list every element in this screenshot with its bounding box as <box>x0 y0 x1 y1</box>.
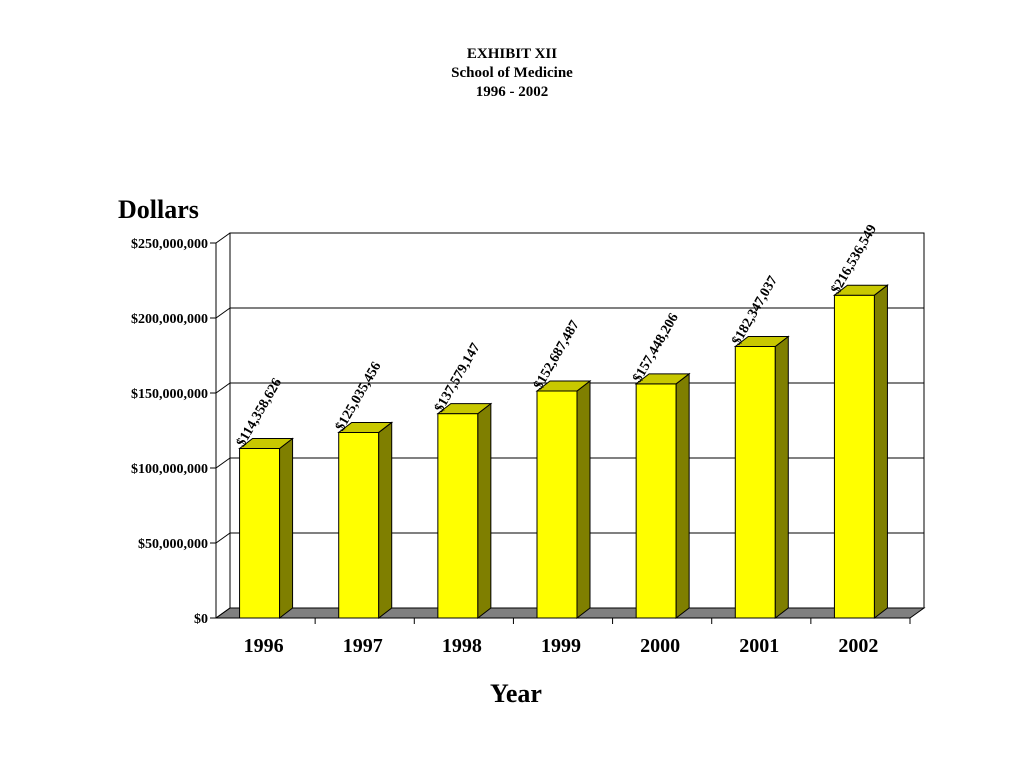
y-tick-label: $100,000,000 <box>131 462 208 477</box>
bar-side-face <box>675 372 690 620</box>
gridline-depth <box>215 232 231 244</box>
bar <box>733 335 790 620</box>
bar-side-face <box>378 421 393 620</box>
bar-side-face <box>774 335 789 620</box>
bar-side-face <box>576 379 591 620</box>
bar-front-face <box>338 431 380 619</box>
bar-top-face <box>733 335 790 347</box>
bar-top-face <box>337 421 394 433</box>
x-tick-label: 2001 <box>739 635 779 657</box>
y-tick-label: $150,000,000 <box>131 387 208 402</box>
x-tick-label: 1996 <box>244 635 284 657</box>
bar-front-face <box>833 294 875 619</box>
bar-top-face <box>535 380 592 392</box>
chart-title: EXHIBIT XII <box>466 46 558 62</box>
bar-front-face <box>734 345 776 619</box>
x-tick-label: 1997 <box>343 635 383 657</box>
bar-side-face <box>873 284 888 620</box>
gridline-depth <box>215 382 231 394</box>
y-tick-label: $200,000,000 <box>131 312 208 327</box>
y-axis-label: Dollars <box>118 195 199 224</box>
bar <box>436 402 493 620</box>
bar <box>832 284 889 620</box>
bar-top-face <box>238 437 295 449</box>
x-tick-label: 1998 <box>442 635 482 657</box>
bar-front-face <box>635 383 677 619</box>
bar <box>337 421 394 620</box>
chart-subtitle: School of Medicine <box>451 65 573 81</box>
bar <box>238 437 295 620</box>
chart-period: 1996 - 2002 <box>475 84 549 100</box>
gridline-depth <box>215 457 231 469</box>
x-tick-label: 2000 <box>640 635 680 657</box>
gridline-depth <box>215 307 231 319</box>
bar-front-face <box>437 413 479 619</box>
chart-titles: EXHIBIT XII School of Medicine 1996 - 20… <box>0 45 1024 102</box>
bar-front-face <box>536 390 578 619</box>
bar-front-face <box>239 447 281 619</box>
gridline-depth <box>215 532 231 544</box>
y-tick-label: $0 <box>194 612 208 627</box>
bar-side-face <box>477 402 492 620</box>
bar-top-face <box>436 403 493 415</box>
bar <box>535 379 592 620</box>
y-tick-label: $50,000,000 <box>138 537 208 552</box>
bar-top-face <box>634 373 691 385</box>
x-tick-label: 2002 <box>838 635 878 657</box>
x-tick-label: 1999 <box>541 635 581 657</box>
gridline-depth <box>215 607 231 619</box>
bar <box>634 372 691 620</box>
y-tick-label: $250,000,000 <box>131 237 208 252</box>
x-axis-label: Year <box>490 679 542 708</box>
bar-top-face <box>832 284 889 296</box>
bar-side-face <box>279 437 294 620</box>
